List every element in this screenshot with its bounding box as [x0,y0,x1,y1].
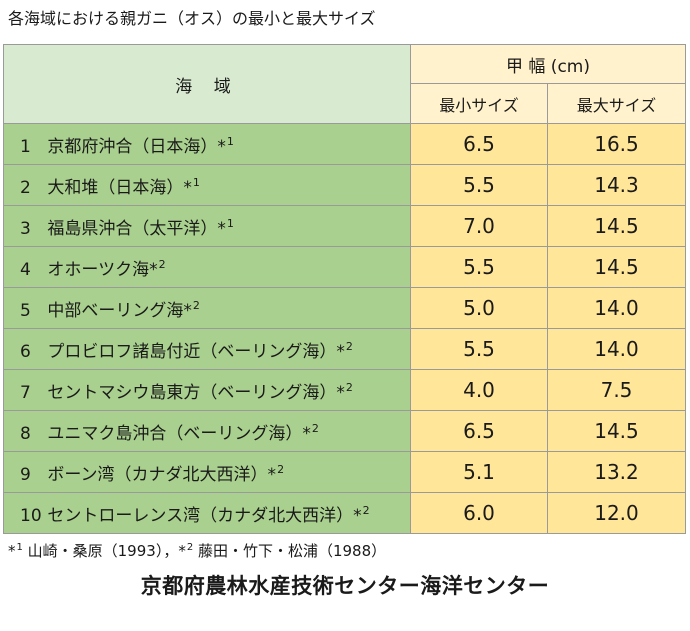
max-size-cell: 16.5 [547,123,686,165]
max-size-cell: 13.2 [547,451,686,493]
sea-area-name: 大和堆（日本海）* [47,177,192,198]
max-size-cell: 14.0 [547,287,686,329]
max-size-cell: 14.5 [547,410,686,452]
reference-mark: 2 [362,503,370,517]
reference-mark: 2 [311,421,319,435]
min-size-header: 最小サイズ [410,83,548,124]
organization-credit: 京都府農林水産技術センター海洋センター [140,574,550,598]
sea-area-name: セントローレンス湾（カナダ北大西洋）* [47,505,362,526]
sea-area-cell: 3 福島県沖合（太平洋）*1 [3,205,411,247]
sea-area-cell: 10 セントローレンス湾（カナダ北大西洋）*2 [3,492,411,534]
sea-area-cell: 9 ボーン湾（カナダ北大西洋）*2 [3,451,411,493]
reference-mark: 2 [345,339,353,353]
min-size-cell: 4.0 [410,369,548,411]
carapace-width-header: 甲 幅 (cm) [410,44,686,84]
footnote-sup-2: 2 [186,542,194,553]
crab-size-table: 海 域 甲 幅 (cm) 最小サイズ 最大サイズ 1 京都府沖合（日本海）*1 6… [3,44,686,534]
max-size-cell: 7.5 [547,369,686,411]
sea-area-header: 海 域 [3,44,411,124]
reference-mark: 1 [192,175,200,189]
reference-mark: 2 [345,380,353,394]
footnote-mark-1: * [8,542,16,560]
min-size-cell: 6.0 [410,492,548,534]
table-row: 4 オホーツク海*2 5.5 14.5 [3,246,686,288]
table-row: 1 京都府沖合（日本海）*1 6.5 16.5 [3,123,686,165]
sea-area-cell: 1 京都府沖合（日本海）*1 [3,123,411,165]
table-row: 9 ボーン湾（カナダ北大西洋）*2 5.1 13.2 [3,451,686,493]
reference-mark: 2 [192,298,200,312]
sea-area-name: 中部ベーリング海* [47,300,192,321]
sea-area-cell: 4 オホーツク海*2 [3,246,411,288]
sea-area-cell: 6 プロビロフ諸島付近（ベーリング海）*2 [3,328,411,370]
table-row: 7 セントマシウ島東方（ベーリング海）*2 4.0 7.5 [3,369,686,411]
sea-area-cell: 2 大和堆（日本海）*1 [3,164,411,206]
table-row: 10 セントローレンス湾（カナダ北大西洋）*2 6.0 12.0 [3,492,686,534]
row-number: 1 [20,136,31,157]
min-size-cell: 7.0 [410,205,548,247]
sea-area-cell: 5 中部ベーリング海*2 [3,287,411,329]
sea-area-name: セントマシウ島東方（ベーリング海）* [47,382,345,403]
row-number: 10 [20,505,42,526]
table-body: 1 京都府沖合（日本海）*1 6.5 16.5 2 大和堆（日本海）*1 5.5 14.3… [3,123,686,534]
min-size-cell: 5.5 [410,246,548,288]
table-row: 5 中部ベーリング海*2 5.0 14.0 [3,287,686,329]
max-size-cell: 14.5 [547,205,686,247]
min-size-cell: 5.1 [410,451,548,493]
footnote-ref-1: 山崎・桑原（1993）， [22,542,179,560]
reference-mark: 1 [226,134,234,148]
min-size-cell: 6.5 [410,410,548,452]
table-title: 各海域における親ガニ（オス）の最小と最大サイズ [8,9,376,28]
row-number: 9 [20,464,31,485]
min-size-cell: 6.5 [410,123,548,165]
min-size-cell: 5.0 [410,287,548,329]
row-number: 3 [20,218,31,239]
max-size-cell: 14.3 [547,164,686,206]
max-size-cell: 12.0 [547,492,686,534]
max-size-cell: 14.0 [547,328,686,370]
row-number: 7 [20,382,31,403]
sea-area-name: ユニマク島沖合（ベーリング海）* [47,423,311,444]
footnote: *1 山崎・桑原（1993），*2 藤田・竹下・松浦（1988） [8,540,386,561]
sea-area-cell: 8 ユニマク島沖合（ベーリング海）*2 [3,410,411,452]
max-size-cell: 14.5 [547,246,686,288]
sea-area-name: 京都府沖合（日本海）* [47,136,226,157]
table-row: 2 大和堆（日本海）*1 5.5 14.3 [3,164,686,206]
row-number: 8 [20,423,31,444]
row-number: 5 [20,300,31,321]
sea-area-name: オホーツク海* [47,259,158,280]
table-row: 8 ユニマク島沖合（ベーリング海）*2 6.5 14.5 [3,410,686,452]
footnote-mark-2: * [178,542,186,560]
row-number: 6 [20,341,31,362]
min-size-cell: 5.5 [410,164,548,206]
sea-area-name: プロビロフ諸島付近（ベーリング海）* [47,341,345,362]
row-number: 2 [20,177,31,198]
sea-area-cell: 7 セントマシウ島東方（ベーリング海）*2 [3,369,411,411]
sea-area-name: ボーン湾（カナダ北大西洋）* [47,464,277,485]
footnote-ref-2: 藤田・竹下・松浦（1988） [193,542,387,560]
reference-mark: 1 [226,216,234,230]
table-row: 6 プロビロフ諸島付近（ベーリング海）*2 5.5 14.0 [3,328,686,370]
min-size-cell: 5.5 [410,328,548,370]
max-size-header: 最大サイズ [547,83,686,124]
reference-mark: 2 [277,462,285,476]
footnote-sup-1: 1 [16,542,23,553]
sea-area-name: 福島県沖合（太平洋）* [47,218,226,239]
row-number: 4 [20,259,31,280]
table-row: 3 福島県沖合（太平洋）*1 7.0 14.5 [3,205,686,247]
reference-mark: 2 [158,257,166,271]
